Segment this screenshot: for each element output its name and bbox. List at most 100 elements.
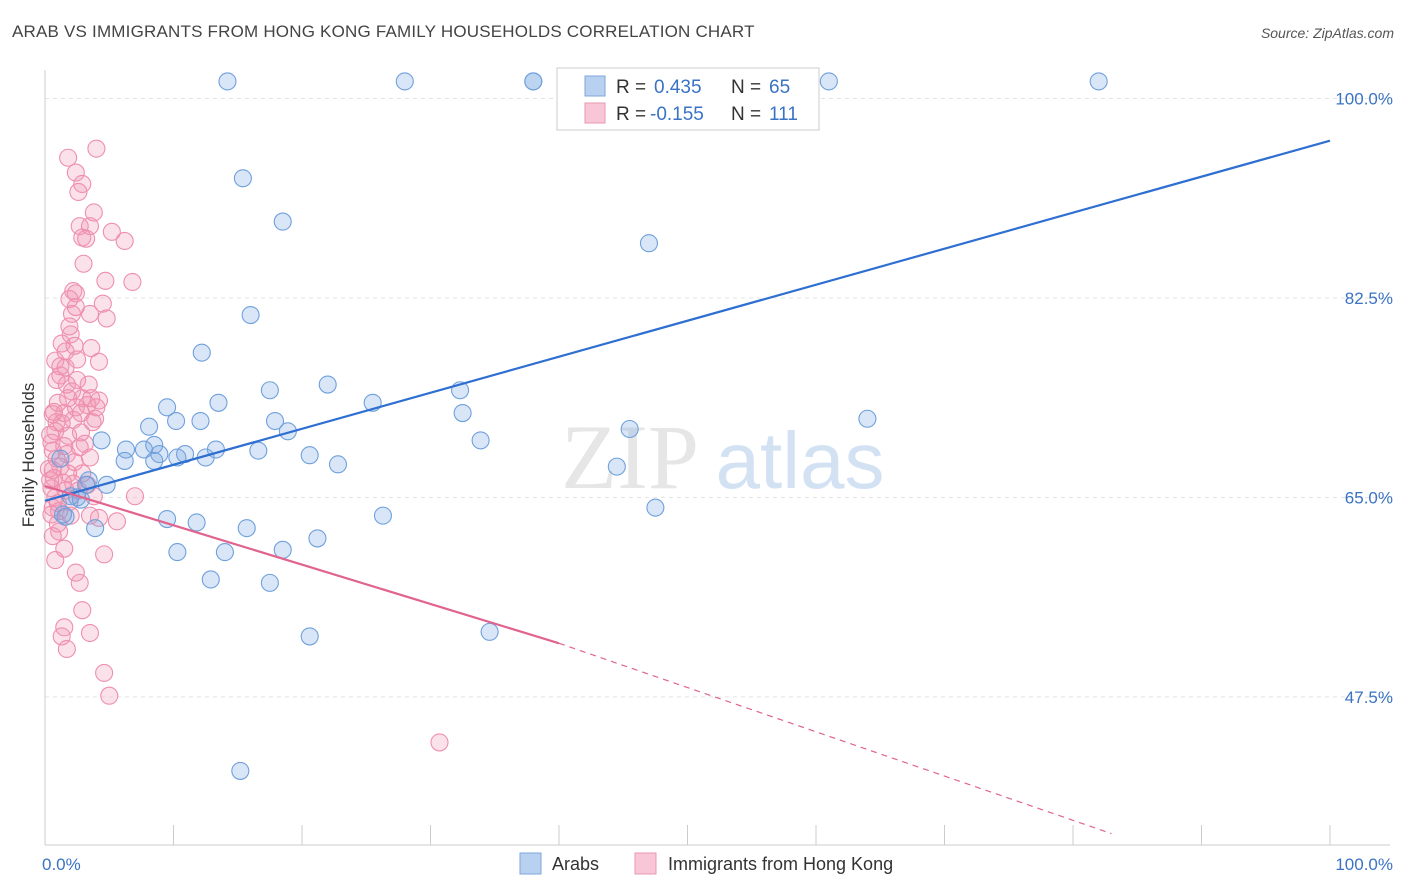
arab-point-41 bbox=[858, 409, 877, 428]
hongkong-point-24 bbox=[89, 352, 109, 371]
hongkong-trend-line-dashed bbox=[558, 642, 1112, 835]
hongkong-point-94 bbox=[115, 231, 134, 251]
legend-arab-r-label: R = bbox=[616, 77, 646, 98]
y-tick-labels: 100.0% 82.5% 65.0% 47.5% bbox=[1335, 89, 1393, 706]
hongkong-points bbox=[39, 139, 449, 752]
arab-point-0 bbox=[218, 72, 237, 91]
hongkong-point-86 bbox=[73, 601, 92, 620]
y-axis-label: Family Households bbox=[19, 383, 38, 528]
hongkong-point-10 bbox=[96, 271, 115, 290]
legend-hk-n-value: 111 bbox=[769, 104, 798, 125]
arab-point-36 bbox=[471, 431, 490, 450]
legend-hk-n-label: N = bbox=[731, 104, 761, 125]
arab-point-16 bbox=[191, 411, 210, 431]
hongkong-point-8 bbox=[77, 229, 96, 248]
hongkong-trend-line bbox=[44, 484, 560, 645]
legend-arab-n-value: 65 bbox=[769, 77, 790, 98]
hongkong-point-92 bbox=[100, 686, 119, 705]
legend-hk-r-label: R = bbox=[616, 104, 646, 125]
hongkong-point-14 bbox=[93, 294, 112, 313]
arab-point-62 bbox=[231, 761, 250, 780]
hongkong-point-4 bbox=[69, 182, 88, 201]
arab-point-51 bbox=[237, 519, 256, 538]
arab-point-8 bbox=[241, 305, 260, 325]
x-tick-labels: 0.0% 100.0% bbox=[42, 855, 1393, 874]
arab-point-11 bbox=[318, 375, 337, 394]
hongkong-point-102 bbox=[60, 317, 79, 336]
arab-point-31 bbox=[115, 451, 134, 470]
arab-point-25 bbox=[249, 441, 268, 460]
y-tick-label-1: 82.5% bbox=[1345, 289, 1393, 308]
arab-point-55 bbox=[215, 543, 234, 562]
arab-point-9 bbox=[192, 343, 211, 362]
arab-point-63 bbox=[53, 505, 73, 524]
legend-arab-n-label: N = bbox=[731, 77, 761, 98]
chart-title: ARAB VS IMMIGRANTS FROM HONG KONG FAMILY… bbox=[12, 22, 755, 41]
hongkong-point-103 bbox=[66, 298, 85, 317]
bottom-legend-hk-swatch bbox=[634, 852, 657, 875]
arab-points bbox=[51, 72, 1108, 780]
bottom-legend: Arabs Immigrants from Hong Kong bbox=[519, 852, 893, 875]
arab-point-32 bbox=[145, 451, 164, 470]
arab-point-48 bbox=[56, 507, 75, 526]
watermark-zip: ZIP bbox=[561, 406, 699, 508]
hongkong-point-2 bbox=[66, 163, 85, 182]
hongkong-point-88 bbox=[80, 623, 100, 643]
arab-point-40 bbox=[620, 419, 639, 439]
arab-point-59 bbox=[260, 573, 279, 592]
arab-point-7 bbox=[639, 234, 659, 253]
arab-point-21 bbox=[145, 435, 164, 455]
y-tick-label-3: 47.5% bbox=[1345, 688, 1393, 707]
arab-point-12 bbox=[209, 393, 228, 412]
arab-point-33 bbox=[328, 455, 348, 474]
arab-point-58 bbox=[201, 570, 220, 589]
hongkong-point-105 bbox=[84, 203, 103, 222]
hongkong-point-109 bbox=[46, 551, 65, 570]
hongkong-point-0 bbox=[87, 139, 106, 158]
arab-point-38 bbox=[646, 498, 665, 517]
axes bbox=[44, 70, 1390, 846]
arab-point-37 bbox=[524, 72, 543, 91]
arab-point-14 bbox=[158, 398, 177, 417]
hongkong-point-29 bbox=[68, 370, 87, 390]
arab-point-5 bbox=[233, 169, 252, 188]
hongkong-point-84 bbox=[66, 563, 85, 582]
hongkong-point-98 bbox=[39, 459, 58, 478]
hongkong-point-101 bbox=[51, 357, 70, 376]
arab-point-4 bbox=[1089, 72, 1108, 91]
legend-hk-r-value: -0.155 bbox=[650, 104, 704, 125]
arab-point-60 bbox=[300, 627, 319, 646]
hongkong-point-21 bbox=[82, 339, 101, 358]
hongkong-point-79 bbox=[107, 512, 127, 531]
arab-point-39 bbox=[607, 457, 626, 476]
hongkong-point-91 bbox=[95, 663, 114, 682]
arab-point-3 bbox=[819, 72, 838, 91]
hongkong-point-36 bbox=[89, 391, 109, 410]
legend-box: R = 0.435 N = 65 R = -0.155 N = 111 bbox=[556, 67, 820, 131]
hongkong-point-73 bbox=[125, 487, 144, 506]
arab-point-28 bbox=[300, 446, 319, 465]
arab-trend-line bbox=[44, 139, 1331, 502]
hongkong-point-104 bbox=[74, 254, 93, 273]
hongkong-point-107 bbox=[48, 514, 67, 533]
arab-point-52 bbox=[86, 519, 105, 538]
arab-point-53 bbox=[373, 506, 393, 525]
hongkong-point-93 bbox=[430, 733, 449, 752]
watermark-atlas: atlas bbox=[716, 416, 885, 505]
hongkong-point-85 bbox=[70, 573, 89, 592]
bottom-legend-arab-swatch bbox=[519, 852, 542, 875]
legend-arab-r-value: 0.435 bbox=[654, 77, 702, 98]
bottom-legend-arab-label: Arabs bbox=[552, 854, 599, 874]
hongkong-point-48 bbox=[83, 413, 102, 432]
arab-point-1 bbox=[395, 72, 414, 91]
hongkong-point-9 bbox=[102, 222, 121, 241]
arab-point-17 bbox=[265, 411, 285, 431]
y-tick-label-2: 65.0% bbox=[1345, 488, 1393, 507]
hongkong-point-17 bbox=[97, 309, 116, 328]
hongkong-point-99 bbox=[41, 425, 60, 444]
arab-point-10 bbox=[260, 381, 279, 400]
arab-point-35 bbox=[453, 404, 472, 423]
chart-source: Source: ZipAtlas.com bbox=[1260, 25, 1394, 41]
bottom-legend-hk-label: Immigrants from Hong Kong bbox=[668, 854, 893, 874]
